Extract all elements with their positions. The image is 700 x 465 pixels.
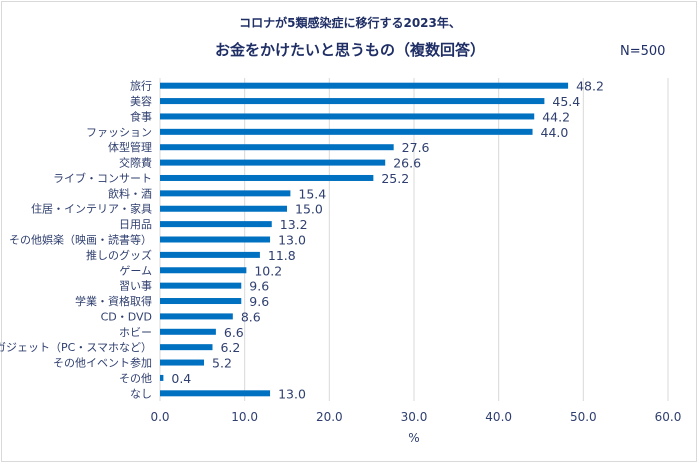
x-tick-label: 30.0 xyxy=(401,410,428,424)
bar xyxy=(160,374,164,381)
bar xyxy=(160,282,242,289)
value-label: 9.6 xyxy=(249,279,269,294)
value-label: 13.0 xyxy=(278,386,306,401)
x-tick-label: 10.0 xyxy=(231,410,258,424)
category-label: 旅行 xyxy=(130,79,152,93)
category-label: 住居・インテリア・家具 xyxy=(31,202,152,216)
category-label: ホビー xyxy=(119,326,152,339)
category-label: 美容 xyxy=(130,94,152,108)
value-label: 13.2 xyxy=(280,217,308,232)
x-tick-label: 20.0 xyxy=(316,410,343,424)
value-label: 6.6 xyxy=(224,325,244,340)
bar xyxy=(160,251,260,258)
x-tick-label: 40.0 xyxy=(485,410,512,424)
category-label: 習い事 xyxy=(119,280,152,293)
bar xyxy=(160,313,233,320)
category-label: その他娯楽（映画・読書等） xyxy=(9,233,152,247)
value-label: 44.2 xyxy=(542,109,570,124)
bar xyxy=(160,221,272,228)
value-label: 15.0 xyxy=(295,202,323,217)
sample-size-note: N=500 xyxy=(620,44,665,59)
value-label: 11.8 xyxy=(268,248,296,263)
chart-title-line2: お金をかけたいと思うもの（複数回答） xyxy=(215,41,485,59)
bar xyxy=(160,190,291,197)
value-label: 0.4 xyxy=(171,371,191,386)
bar xyxy=(160,359,205,366)
category-label: ゲーム xyxy=(119,264,152,277)
category-label: その他 xyxy=(119,372,152,385)
bar xyxy=(160,267,247,274)
category-label: 学業・資格取得 xyxy=(75,294,152,308)
value-label: 6.2 xyxy=(220,340,240,355)
x-axis-label: % xyxy=(408,431,419,445)
category-label: なし xyxy=(130,387,152,400)
category-label: 推しのグッズ xyxy=(86,248,152,262)
category-label: ファッション xyxy=(86,126,152,139)
bar xyxy=(160,390,271,397)
value-label: 45.4 xyxy=(552,94,580,109)
x-tick-label: 50.0 xyxy=(570,410,597,424)
category-label: 食事 xyxy=(130,109,152,123)
bar xyxy=(160,236,271,243)
x-tick-label: 60.0 xyxy=(655,410,682,424)
bar xyxy=(160,128,533,135)
bar xyxy=(160,113,535,120)
bar xyxy=(160,298,242,305)
bar xyxy=(160,344,213,351)
value-label: 8.6 xyxy=(241,309,261,324)
bar xyxy=(160,328,216,335)
value-label: 48.2 xyxy=(576,79,604,94)
value-label: 15.4 xyxy=(298,186,326,201)
bar xyxy=(160,98,545,105)
value-label: 10.2 xyxy=(254,263,282,278)
bar xyxy=(160,144,394,151)
value-label: 27.6 xyxy=(402,140,430,155)
category-label: ライブ・コンサート xyxy=(53,171,152,185)
bar xyxy=(160,205,287,212)
value-label: 44.0 xyxy=(541,125,569,140)
chart-title-line1: コロナが5類感染症に移行する2023年、 xyxy=(239,15,461,30)
value-label: 25.2 xyxy=(381,171,409,186)
bar xyxy=(160,159,386,166)
category-label: 体型管理 xyxy=(108,140,152,154)
category-label: ガジェット（PC・スマホなど） xyxy=(0,341,152,354)
value-label: 5.2 xyxy=(212,356,232,371)
category-label: 交際費 xyxy=(119,156,152,170)
category-label: 飲料・酒 xyxy=(108,186,152,200)
bar xyxy=(160,174,374,181)
value-label: 9.6 xyxy=(249,294,269,309)
category-label: 日用品 xyxy=(119,218,152,231)
value-label: 26.6 xyxy=(393,156,421,171)
category-label: その他イベント参加 xyxy=(53,356,152,370)
bar xyxy=(160,82,569,89)
x-tick-label: 0.0 xyxy=(150,410,169,424)
value-label: 13.0 xyxy=(278,233,306,248)
category-label: CD・DVD xyxy=(101,310,152,323)
